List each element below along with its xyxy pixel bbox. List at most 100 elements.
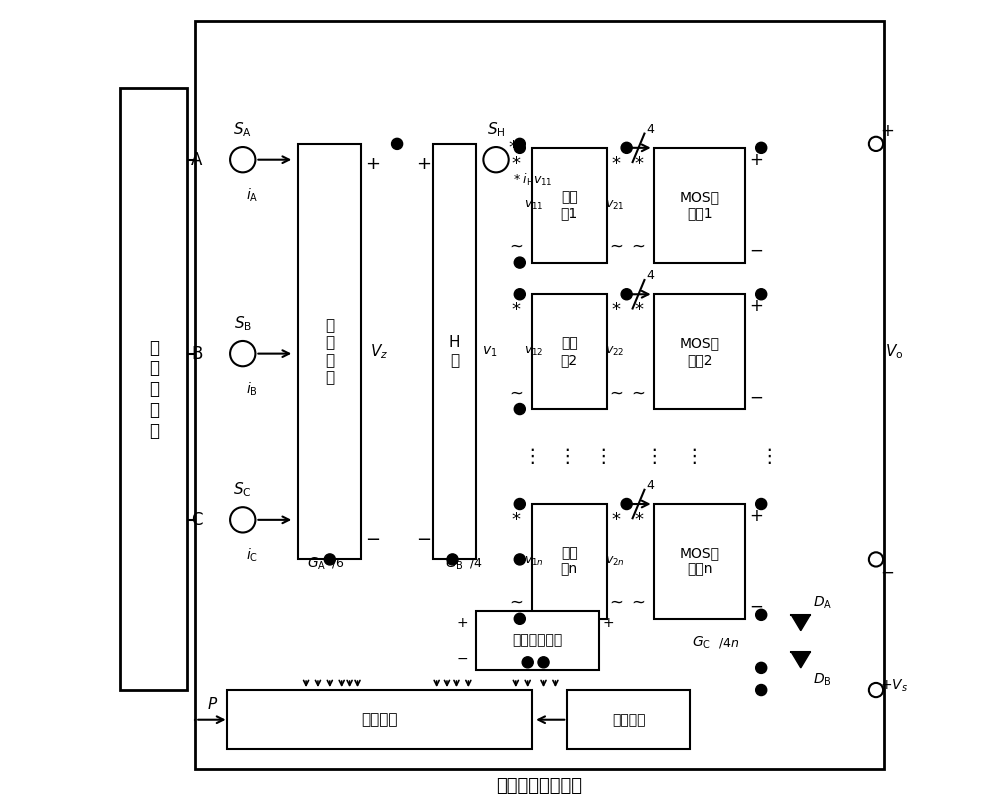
Text: ⋮: ⋮ [593,447,613,466]
Circle shape [621,142,632,154]
Bar [532,294,607,409]
Circle shape [869,683,883,697]
Text: $v_{12}$: $v_{12}$ [524,345,543,358]
Text: 变压
器1: 变压 器1 [561,190,578,220]
Text: $G_\mathrm{A}$: $G_\mathrm{A}$ [307,555,327,571]
Text: A: A [191,150,203,169]
Text: $V_z$: $V_z$ [370,342,388,361]
Circle shape [514,138,525,150]
Text: 变压
器n: 变压 器n [561,546,578,577]
Text: +: + [457,616,468,630]
Text: *: * [508,139,517,157]
Circle shape [230,147,255,172]
Text: +: + [749,507,763,525]
Text: ~: ~ [609,384,623,402]
Text: −: − [749,242,763,260]
Text: $*\;i_\mathrm{H}v_{11}$: $*\;i_\mathrm{H}v_{11}$ [513,171,552,187]
Text: $i_\mathrm{C}$: $i_\mathrm{C}$ [246,546,258,564]
Text: *: * [511,511,520,529]
Text: MOS管
全桥1: MOS管 全桥1 [680,190,720,220]
Text: 控制电路: 控制电路 [361,712,398,727]
Circle shape [756,498,767,510]
Bar [120,89,187,690]
Text: H
桥: H 桥 [449,335,460,368]
Bar [567,690,690,750]
Text: $v_{2n}$: $v_{2n}$ [605,555,625,568]
Bar [433,144,476,559]
Text: ~: ~ [632,384,646,402]
Text: *: * [612,511,621,529]
Bar [532,148,607,262]
Text: +: + [365,154,380,173]
Text: −: − [365,530,381,549]
Polygon shape [791,652,810,668]
Text: C: C [191,511,203,529]
Text: $v_{1n}$: $v_{1n}$ [524,555,544,568]
Text: $S_\mathrm{C}$: $S_\mathrm{C}$ [233,481,252,499]
Text: 起动发电机控制器: 起动发电机控制器 [497,777,583,795]
Bar [298,144,361,559]
Text: $/4$: $/4$ [469,556,482,570]
Bar [227,690,532,750]
Text: −: − [749,598,763,616]
Text: $S_\mathrm{B}$: $S_\mathrm{B}$ [234,314,252,333]
Text: $G_\mathrm{C}$: $G_\mathrm{C}$ [692,634,711,650]
Text: 发电辅助电源: 发电辅助电源 [512,634,563,647]
Circle shape [324,554,335,565]
Text: 4: 4 [647,479,655,492]
Text: ~: ~ [509,384,523,402]
Text: $S_\mathrm{A}$: $S_\mathrm{A}$ [233,120,252,139]
Circle shape [756,610,767,620]
Circle shape [538,657,549,668]
Circle shape [514,498,525,510]
Text: $v_{21}$: $v_{21}$ [605,198,625,212]
Circle shape [514,554,525,565]
Text: ⋮: ⋮ [558,447,577,466]
Bar [654,504,745,618]
Bar [195,21,884,769]
Text: $V_\mathrm{o}$: $V_\mathrm{o}$ [885,342,904,361]
Text: $D_\mathrm{A}$: $D_\mathrm{A}$ [813,594,832,611]
Text: 起
动
发
电
机: 起 动 发 电 机 [149,338,159,440]
Text: ~: ~ [632,594,646,612]
Circle shape [514,289,525,300]
Text: $/4n$: $/4n$ [718,635,739,650]
Circle shape [514,142,525,154]
Polygon shape [791,615,810,630]
Text: *: * [612,154,621,173]
Circle shape [230,507,255,533]
Text: $v_{22}$: $v_{22}$ [605,345,624,358]
Circle shape [230,341,255,366]
Text: +: + [416,154,431,173]
Circle shape [514,257,525,268]
Circle shape [621,498,632,510]
Text: MOS管
全桥2: MOS管 全桥2 [680,337,720,366]
Text: $v_1$: $v_1$ [482,345,497,359]
Text: ~: ~ [509,238,523,256]
Circle shape [447,554,458,565]
Text: −: − [880,563,894,582]
Text: $D_\mathrm{B}$: $D_\mathrm{B}$ [813,671,831,688]
Text: −: − [416,530,431,549]
Circle shape [756,685,767,695]
Text: 4: 4 [647,270,655,282]
Text: +: + [603,616,615,630]
Circle shape [756,142,767,154]
Circle shape [514,614,525,624]
Circle shape [514,403,525,414]
Text: $i_\mathrm{A}$: $i_\mathrm{A}$ [246,186,258,204]
Text: +: + [749,297,763,315]
Circle shape [621,289,632,300]
Circle shape [869,137,883,151]
Text: *: * [612,301,621,319]
Circle shape [756,289,767,300]
Text: ~: ~ [609,238,623,256]
Text: 4: 4 [647,123,655,136]
Circle shape [392,138,403,150]
Text: *: * [634,154,643,173]
Text: $/6$: $/6$ [331,556,345,570]
Text: *: * [511,301,520,319]
Text: ⋮: ⋮ [522,447,541,466]
Bar [532,504,607,618]
Text: B: B [191,345,203,362]
